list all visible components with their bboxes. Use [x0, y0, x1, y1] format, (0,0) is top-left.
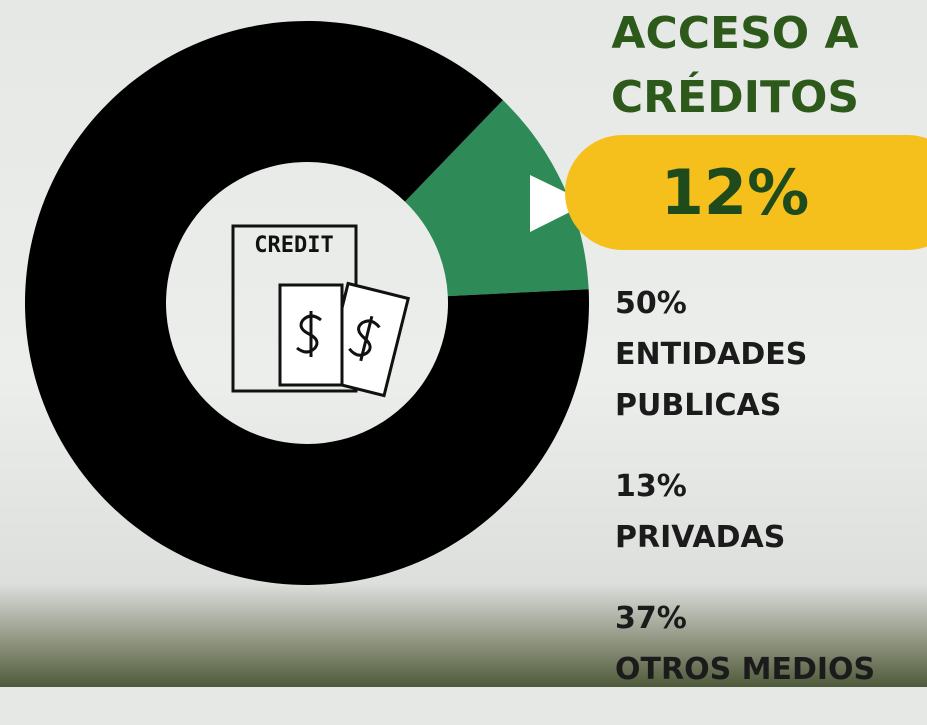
- credit-icon: CREDIT: [233, 226, 408, 396]
- breakdown: 50%ENTIDADES PUBLICAS 13%PRIVADAS 37%OTROS…: [615, 278, 915, 725]
- title: ACCESO A CRÉDITOS: [560, 2, 910, 130]
- breakdown-item: 50%ENTIDADES PUBLICAS: [615, 278, 915, 431]
- breakdown-label: PRIVADAS: [615, 512, 885, 563]
- breakdown-item: 13%PRIVADAS: [615, 461, 915, 563]
- value-label: 12%: [640, 150, 830, 236]
- breakdown-label: OTROS MEDIOS: [615, 644, 915, 695]
- breakdown-percent: 13%: [615, 461, 915, 512]
- icon-label: CREDIT: [254, 233, 333, 258]
- breakdown-percent: 50%: [615, 278, 915, 329]
- breakdown-label: ENTIDADES PUBLICAS: [615, 329, 885, 431]
- breakdown-percent: 37%: [615, 593, 915, 644]
- page: CREDIT ACCESO A CRÉDITOS 12% 50%ENTIDADE…: [0, 0, 927, 687]
- breakdown-item: 37%OTROS MEDIOS: [615, 593, 915, 695]
